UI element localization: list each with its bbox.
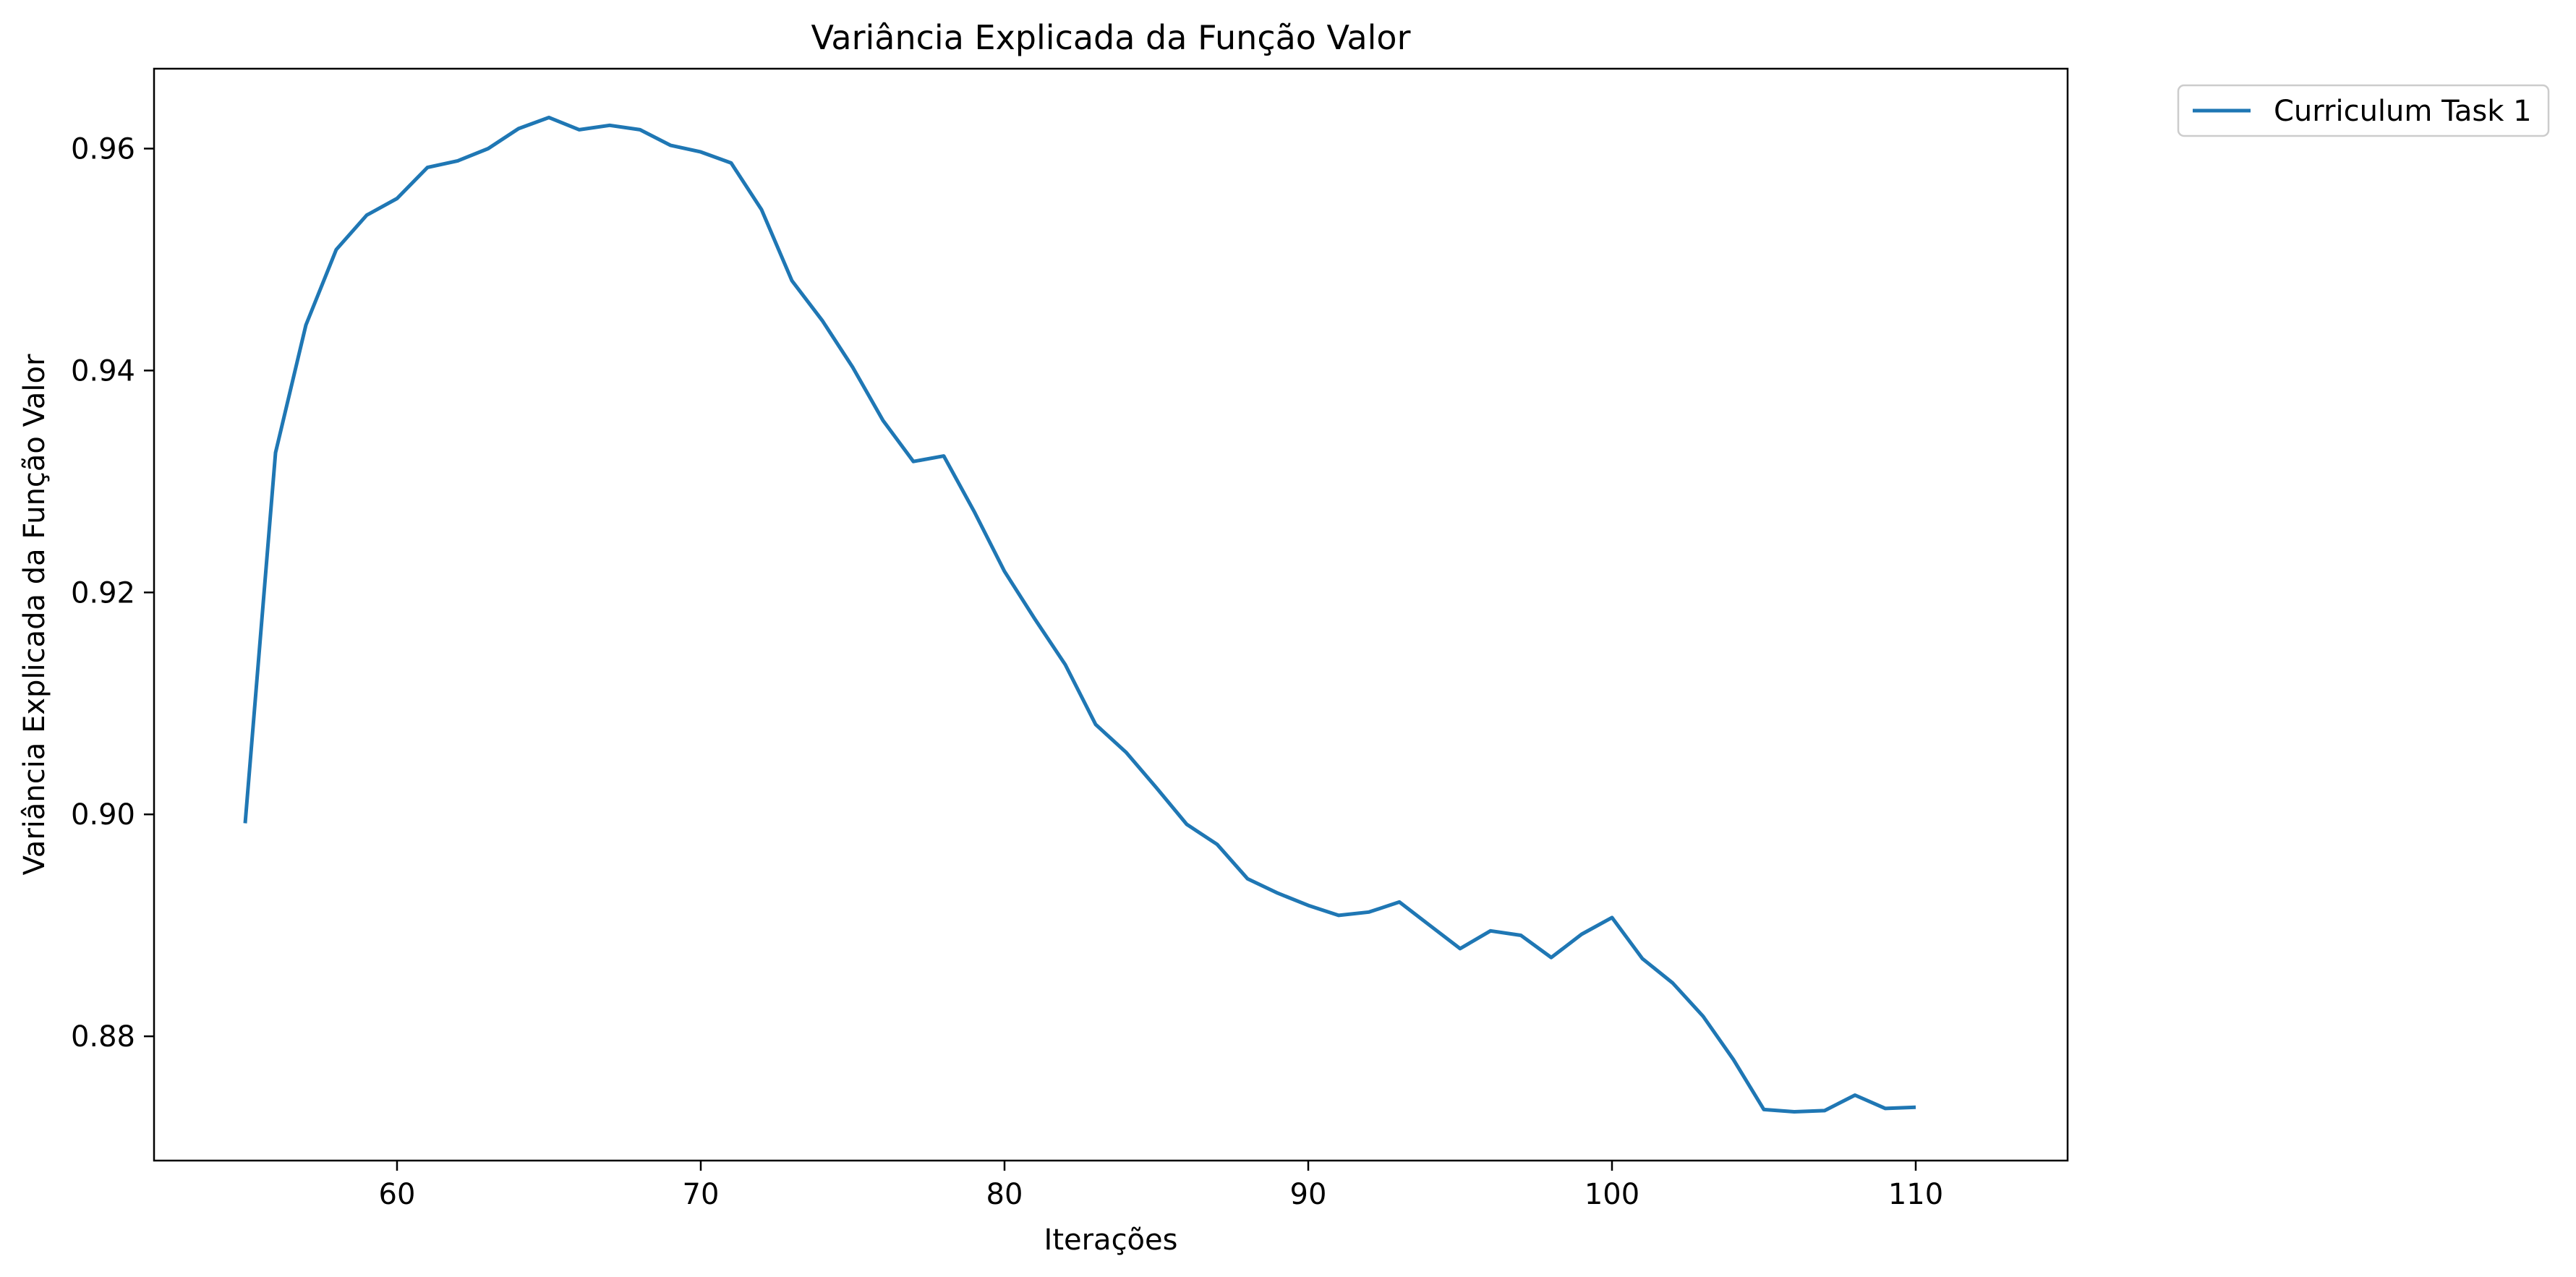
y-tick-label: 0.88 bbox=[71, 1020, 135, 1054]
plot-area bbox=[153, 67, 2069, 1162]
x-tick-label: 100 bbox=[1585, 1178, 1639, 1211]
x-tick-label: 70 bbox=[683, 1178, 720, 1211]
x-tick-label: 60 bbox=[379, 1178, 416, 1211]
plot-frame bbox=[153, 67, 2069, 1162]
legend: Curriculum Task 1 bbox=[2177, 84, 2550, 137]
legend-box bbox=[2177, 84, 2550, 137]
y-tick-label: 0.96 bbox=[71, 132, 135, 166]
y-tick-label: 0.92 bbox=[71, 576, 135, 610]
x-tick-label: 80 bbox=[986, 1178, 1023, 1211]
x-axis-label: Iterações bbox=[1044, 1223, 1178, 1257]
y-axis-label: Variância Explicada da Função Valor bbox=[18, 354, 51, 875]
chart-title: Variância Explicada da Função Valor bbox=[811, 18, 1411, 57]
legend-entry-curriculum-task-1: Curriculum Task 1 bbox=[2274, 95, 2532, 128]
x-tick-label: 90 bbox=[1290, 1178, 1327, 1211]
series-line-0 bbox=[243, 116, 1916, 1114]
x-axis-ticks: 60 70 80 90 100 110 bbox=[379, 1161, 1943, 1211]
y-axis-ticks: 0.88 0.90 0.92 0.94 0.96 bbox=[71, 132, 154, 1054]
series-group bbox=[243, 116, 1916, 1114]
y-tick-label: 0.90 bbox=[71, 798, 135, 832]
x-tick-label: 110 bbox=[1888, 1178, 1943, 1211]
y-tick-label: 0.94 bbox=[71, 354, 135, 388]
